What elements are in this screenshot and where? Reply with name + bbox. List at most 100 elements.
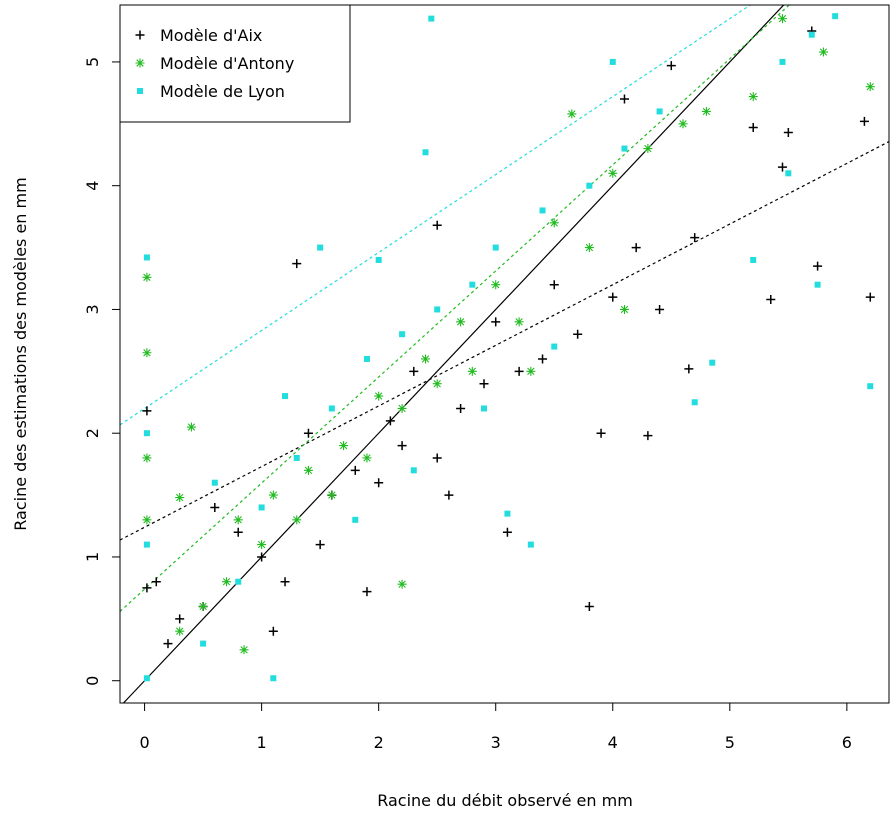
point [655,304,665,314]
point [456,317,466,327]
point [151,577,161,587]
point [363,355,370,362]
y-tick-label: 4 [83,181,102,191]
x-tick-label: 3 [491,733,501,752]
point [428,15,435,22]
point [409,366,419,376]
y-tick-label: 0 [83,676,102,686]
x-tick-label: 4 [608,733,618,752]
point [469,281,476,288]
point [609,58,616,65]
point [397,579,407,589]
point [374,391,384,401]
point [143,541,150,548]
point [293,454,300,461]
point [434,306,441,313]
point [397,403,407,413]
point [832,13,839,20]
point [656,108,663,115]
point [678,119,688,129]
point [292,515,302,525]
legend-marker [137,88,143,94]
point [479,379,489,389]
point [748,123,758,133]
point [210,502,220,512]
y-axis-label: Racine des estimations des modèles en mm [11,177,30,530]
point [549,218,559,228]
point [142,272,152,282]
point [818,47,828,57]
point [779,58,786,65]
point [748,92,758,102]
point [258,504,265,511]
point [420,354,430,364]
point [867,383,874,390]
point [270,675,277,682]
point [432,453,442,463]
point [492,244,499,251]
point [233,527,243,537]
point [211,479,218,486]
point [257,552,267,562]
plot-area [120,5,889,703]
point [303,428,313,438]
point [573,329,583,339]
x-tick-label: 0 [139,733,149,752]
point [539,207,546,214]
point [142,406,152,416]
point [317,244,324,251]
point [608,292,618,302]
x-tick-label: 5 [725,733,735,752]
reference-line [120,141,889,541]
legend-box [119,4,351,123]
point [865,292,875,302]
point [186,422,196,432]
point [268,626,278,636]
point [292,259,302,269]
point [691,399,698,406]
point [777,162,787,172]
point [621,145,628,152]
point [200,640,207,647]
x-tick-label: 1 [257,733,267,752]
point [584,601,594,611]
legend-marker [135,58,145,68]
point [865,82,875,92]
point [222,577,232,587]
point [175,626,185,636]
point [257,540,267,550]
point [143,430,150,437]
point [339,441,349,451]
point [143,254,150,261]
point [631,243,641,253]
point [538,354,548,364]
y-tick-label: 3 [83,304,102,314]
legend-label: Modèle de Lyon [160,82,285,101]
point [777,14,787,24]
plot-frame [119,4,890,704]
point [328,405,335,412]
point [175,493,185,503]
y-tick-label: 5 [83,57,102,67]
point [690,233,700,243]
point [526,366,536,376]
point [467,366,477,376]
point [549,280,559,290]
point [422,149,429,156]
point [303,465,313,475]
point [315,540,325,550]
point [808,31,815,38]
point [142,515,152,525]
point [766,295,776,305]
point [514,366,524,376]
point [619,94,629,104]
x-tick-label: 2 [374,733,384,752]
y-tick-label: 1 [83,552,102,562]
point [502,527,512,537]
reference-line [122,5,785,703]
point [362,453,372,463]
point [785,170,792,177]
point [567,109,577,119]
point [643,144,653,154]
point [551,343,558,350]
